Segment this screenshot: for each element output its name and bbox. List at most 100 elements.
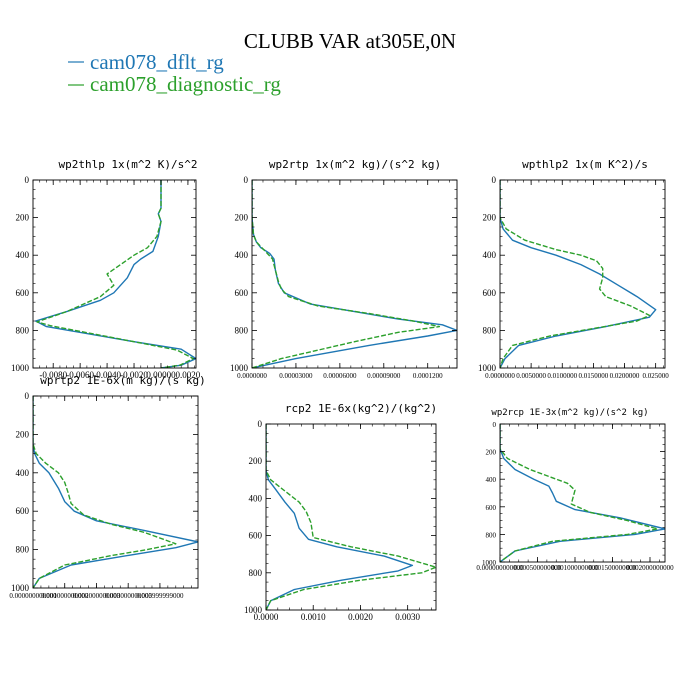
- y-tick-label: 400: [16, 250, 30, 260]
- y-tick-label: 0: [493, 421, 497, 429]
- x-tick-label: 0.0000000: [237, 372, 267, 380]
- y-tick-label: 800: [486, 531, 497, 539]
- x-tick-label: 0.00009000: [367, 372, 401, 380]
- y-tick-label: 1000: [478, 363, 497, 373]
- y-tick-label: 1000: [482, 559, 497, 567]
- legend-label-dflt: cam078_dflt_rg: [90, 50, 224, 74]
- legend-label-diagnostic: cam078_diagnostic_rg: [90, 72, 281, 96]
- panel-title: wpthlp2 1x(m K^2)/s: [522, 158, 648, 171]
- x-tick-label: 0.0020: [348, 612, 373, 622]
- y-tick-label: 600: [249, 531, 263, 541]
- x-tick-label: 0.002000000000: [73, 592, 121, 600]
- x-tick-label: 0.0200000: [610, 372, 640, 380]
- x-tick-label: 0.00003000: [279, 372, 313, 380]
- panel-4: rcp2 1E-6x(kg^2)/(kg^2) 0 200 400 600 800 1000…: [244, 402, 437, 622]
- y-tick-label: 600: [486, 504, 497, 512]
- y-tick-label: 1000: [230, 363, 249, 373]
- panel-title: wp2rcp 1E-3x(m^2 kg)/(s^2 kg): [491, 408, 648, 418]
- y-tick-label: 0: [492, 175, 497, 185]
- series-line-dflt: [266, 424, 414, 610]
- x-tick-label: 0.003999999000: [136, 592, 184, 600]
- plot-frame: [499, 179, 666, 369]
- series-line-diagnostic: [266, 424, 436, 610]
- series-line-dflt: [252, 180, 457, 368]
- y-tick-label: 200: [16, 429, 30, 439]
- panel-5: wp2rcp 1E-3x(m^2 kg)/(s^2 kg) 0 200 400 600 8…: [476, 408, 674, 572]
- y-tick-label: 400: [249, 493, 263, 503]
- legend: cam078_dflt_rg cam078_diagnostic_rg: [68, 50, 281, 96]
- x-tick-label: 0.001500000000: [589, 564, 637, 572]
- y-tick-label: 800: [16, 325, 30, 335]
- y-tick-label: 600: [16, 506, 30, 516]
- x-tick-label: 0.0100000: [547, 372, 577, 380]
- series-line-dflt: [500, 424, 665, 562]
- x-tick-label: 0.0000: [254, 612, 279, 622]
- panels: wp2thlp 1x(m^2 K)/s^2 0 200 400 600 800 1000 -0…: [9, 158, 674, 622]
- y-tick-label: 0: [258, 419, 263, 429]
- panel-2: wpthlp2 1x(m K^2)/s020040060080010000.00…: [478, 158, 669, 380]
- x-tick-label: 0.0020: [176, 370, 201, 380]
- y-tick-label: 600: [483, 288, 497, 298]
- y-tick-label: 1000: [244, 605, 263, 615]
- x-tick-label: 0.0030: [395, 612, 420, 622]
- x-tick-label: 0.0150000: [579, 372, 609, 380]
- y-tick-label: 1000: [11, 583, 30, 593]
- x-tick-label: -0.0020: [120, 370, 148, 380]
- x-tick-label: -0.0040: [93, 370, 121, 380]
- series-line-diagnostic: [36, 180, 195, 368]
- x-tick-label: 0.0010: [301, 612, 326, 622]
- x-tick-label: 0.001000000000: [551, 564, 599, 572]
- plot-frame: [32, 179, 197, 369]
- y-tick-label: 0: [25, 391, 30, 401]
- x-tick-label: 0.0050000: [516, 372, 546, 380]
- y-tick-label: 600: [16, 288, 30, 298]
- y-tick-label: 200: [16, 213, 30, 223]
- y-tick-label: 400: [483, 250, 497, 260]
- x-tick-label: 0.000000000000: [9, 592, 57, 600]
- y-tick-label: 800: [16, 545, 30, 555]
- x-tick-label: 0.00006000: [323, 372, 357, 380]
- x-tick-label: 0.000000000000: [476, 564, 524, 572]
- x-tick-label: 0.00000: [146, 370, 176, 380]
- series-line-diagnostic: [33, 396, 177, 588]
- panel-title: wp2thlp 1x(m^2 K)/s^2: [58, 158, 197, 171]
- y-tick-label: 0: [244, 175, 249, 185]
- y-tick-label: 800: [235, 325, 249, 335]
- series-line-diagnostic: [500, 180, 651, 368]
- y-tick-label: 200: [486, 449, 497, 457]
- series-line-dflt: [35, 180, 196, 368]
- x-tick-label: 0.001000000000: [41, 592, 89, 600]
- x-tick-label: 0.0000000: [485, 372, 515, 380]
- panel-0: wp2thlp 1x(m^2 K)/s^2 0 200 400 600 800 1000 -0…: [11, 158, 201, 380]
- y-tick-label: 0: [25, 175, 30, 185]
- y-tick-label: 200: [483, 213, 497, 223]
- y-tick-label: 400: [486, 476, 497, 484]
- y-tick-label: 800: [483, 325, 497, 335]
- x-tick-label: 0.000500000000: [514, 564, 562, 572]
- plot-frame: [251, 179, 458, 369]
- x-tick-label: 0.003000000000: [105, 592, 153, 600]
- y-tick-label: 800: [249, 568, 263, 578]
- y-tick-label: 200: [249, 456, 263, 466]
- series-line-dflt: [33, 396, 198, 588]
- figure-title: CLUBB VAR at305E,0N: [244, 29, 456, 53]
- x-tick-label: 0.0001200: [413, 372, 443, 380]
- series-line-diagnostic: [252, 180, 441, 368]
- y-tick-label: 1000: [11, 363, 30, 373]
- series-line-diagnostic: [500, 424, 659, 562]
- series-line-dflt: [500, 180, 657, 368]
- x-tick-label: 0.002000000000: [626, 564, 674, 572]
- panel-title: rcp2 1E-6x(kg^2)/(kg^2): [285, 402, 437, 415]
- panel-title: wp2rtp 1x(m^2 kg)/(s^2 kg): [269, 158, 441, 171]
- y-tick-label: 200: [235, 213, 249, 223]
- y-tick-label: 400: [235, 250, 249, 260]
- panel-3: wprtp2 1E-6x(m kg)/(s kg) 0 200 400 600 800 10…: [9, 374, 205, 600]
- x-tick-label: -0.0080: [39, 370, 67, 380]
- plot-frame: [499, 423, 666, 563]
- plot-frame: [32, 395, 199, 589]
- x-tick-label: -0.0060: [66, 370, 94, 380]
- panel-title: wprtp2 1E-6x(m kg)/(s kg): [40, 374, 206, 387]
- panel-1: wp2rtp 1x(m^2 kg)/(s^2 kg) 0 200 400 600 800 1…: [230, 158, 458, 380]
- y-tick-label: 600: [235, 288, 249, 298]
